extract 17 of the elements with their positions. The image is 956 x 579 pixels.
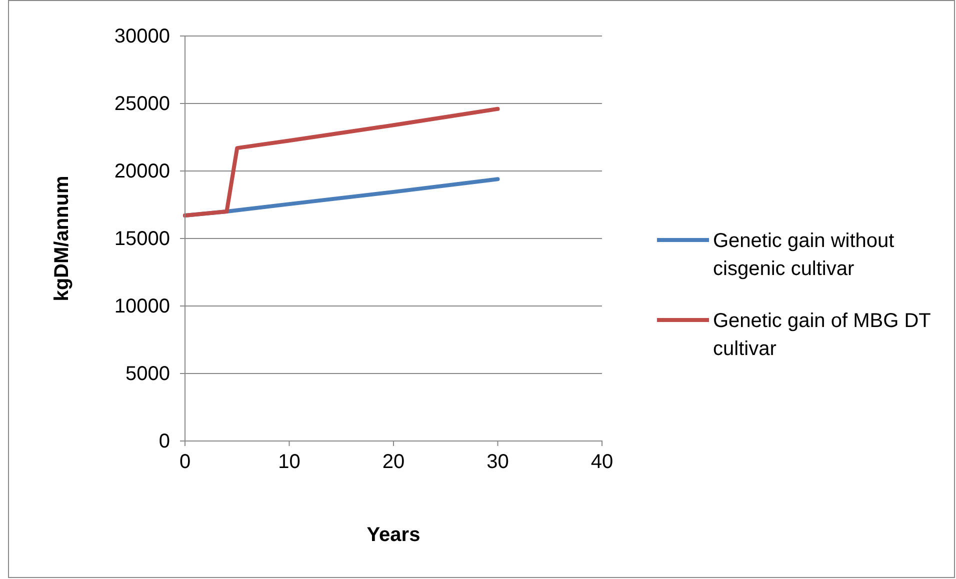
y-tick-label: 10000 (114, 295, 170, 318)
y-tick-label: 0 (158, 430, 170, 452)
x-tick-label: 40 (590, 451, 614, 474)
legend-label: Genetic gain without cisgenic cultivar (713, 230, 895, 280)
x-axis-title: Years (366, 524, 420, 546)
legend-label: Genetic gain of MBG DT cultivar (713, 310, 931, 360)
y-axis-title: kgDM/annum (51, 176, 73, 302)
line-series (183, 106, 500, 218)
x-tick-label: 30 (486, 451, 509, 474)
y-tick-label: 5000 (126, 362, 170, 385)
y-tick-label: 25000 (114, 92, 170, 115)
x-tick-label: 20 (382, 451, 405, 474)
y-tick-label: 20000 (114, 160, 170, 182)
x-tick-label: 0 (179, 451, 191, 474)
y-tick-label: 30000 (114, 25, 170, 48)
y-tick-label: 15000 (114, 228, 170, 250)
x-tick-label: 10 (278, 451, 300, 474)
